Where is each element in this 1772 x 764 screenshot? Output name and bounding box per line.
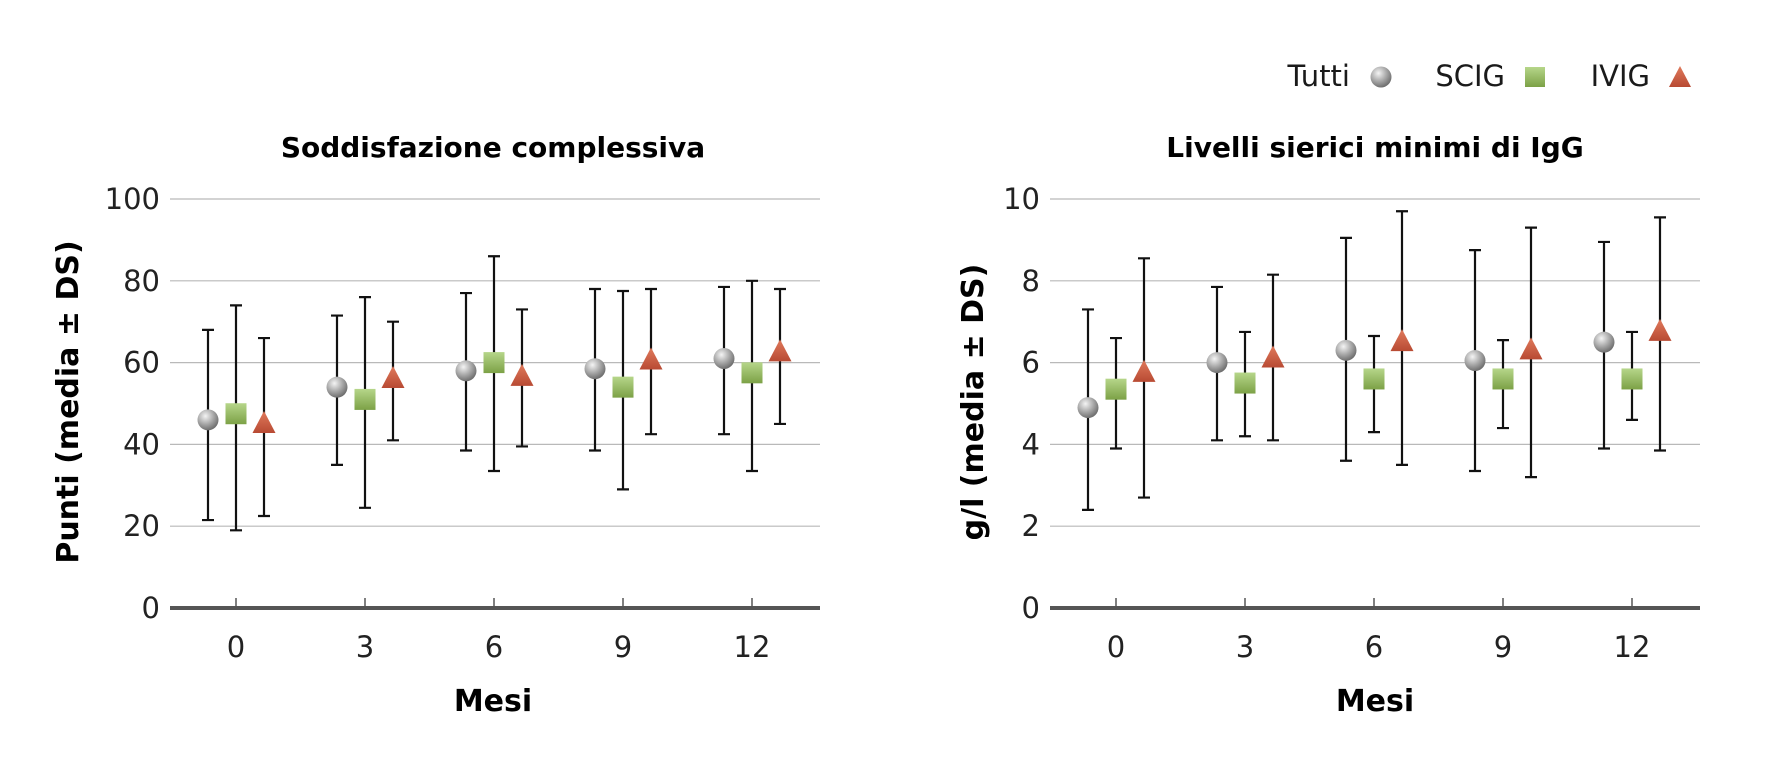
x-tick-label: 0 — [227, 630, 245, 664]
data-point-tutti — [455, 360, 477, 382]
data-point-ivig — [639, 347, 663, 370]
y-tick-label: 0 — [1022, 591, 1040, 625]
data-point-scig — [354, 388, 376, 410]
data-point-ivig — [381, 365, 405, 388]
legend-label-tutti: Tutti — [1287, 59, 1351, 93]
legend-label-ivig: IVIG — [1591, 59, 1650, 93]
y-tick-label: 40 — [123, 427, 160, 461]
chart-igg-levels: Livelli sierici minimi di IgG g/l (media… — [956, 131, 1700, 719]
y-tick-label: 2 — [1022, 509, 1040, 543]
data-point-tutti — [197, 409, 219, 431]
x-tick-label: 9 — [1494, 630, 1512, 664]
data-point-scig — [612, 376, 634, 398]
data-point-scig — [1105, 378, 1127, 400]
data-point-scig — [1234, 372, 1256, 394]
data-point-ivig — [252, 410, 276, 433]
chart-title: Soddisfazione complessiva — [281, 131, 705, 164]
y-tick-labels: 0 2 4 6 8 10 — [1003, 182, 1040, 625]
data-point-tutti — [1335, 339, 1357, 361]
x-tick-label: 6 — [1365, 630, 1383, 664]
chart-satisfaction: Soddisfazione complessiva Punti (media ±… — [51, 131, 820, 719]
y-tick-label: 4 — [1022, 427, 1040, 461]
legend-marker-triangle-icon — [1669, 66, 1691, 87]
x-tick-label: 12 — [734, 630, 771, 664]
data-point-ivig — [1390, 329, 1414, 352]
x-axis-label: Mesi — [1336, 684, 1414, 719]
data-point-ivig — [1648, 318, 1672, 341]
data-point-tutti — [713, 348, 735, 370]
data-point-scig — [483, 352, 505, 374]
x-tick-label: 9 — [614, 630, 632, 664]
y-tick-label: 8 — [1022, 264, 1040, 298]
x-tick-label: 12 — [1614, 630, 1651, 664]
y-tick-label: 100 — [105, 182, 160, 216]
x-tick-label: 3 — [356, 630, 374, 664]
y-tick-label: 60 — [123, 346, 160, 380]
data-point-scig — [1363, 368, 1385, 390]
y-tick-label: 10 — [1003, 182, 1040, 216]
x-tick-label: 3 — [1236, 630, 1254, 664]
data-point-tutti — [584, 358, 606, 380]
legend-label-scig: SCIG — [1435, 59, 1505, 93]
legend-item-ivig: IVIG — [1591, 59, 1691, 93]
chart-title: Livelli sierici minimi di IgG — [1166, 131, 1583, 164]
y-tick-label: 6 — [1022, 346, 1040, 380]
legend-item-tutti: Tutti — [1287, 59, 1392, 93]
y-axis-label: Punti (media ± DS) — [51, 240, 86, 563]
data-point-scig — [225, 403, 247, 425]
x-axis-label: Mesi — [454, 684, 532, 719]
data-point-tutti — [1077, 397, 1099, 419]
data-point-scig — [1492, 368, 1514, 390]
x-tick-label: 6 — [485, 630, 503, 664]
x-tick-labels: 0 3 6 9 12 — [1107, 598, 1651, 664]
y-tick-labels: 0 20 40 60 80 100 — [105, 182, 160, 625]
legend-marker-square-icon — [1525, 67, 1545, 87]
legend: Tutti SCIG IVIG — [1287, 59, 1691, 93]
data-point-tutti — [326, 376, 348, 398]
y-axis-label: g/l (media ± DS) — [956, 264, 991, 541]
data-marks — [1077, 210, 1672, 511]
data-marks — [197, 255, 792, 532]
data-point-scig — [741, 362, 763, 384]
legend-item-scig: SCIG — [1435, 59, 1545, 93]
data-point-ivig — [768, 339, 792, 362]
y-tick-label: 0 — [142, 591, 160, 625]
y-tick-label: 20 — [123, 509, 160, 543]
data-point-tutti — [1206, 352, 1228, 374]
legend-marker-circle-icon — [1370, 66, 1392, 88]
data-point-tutti — [1593, 331, 1615, 353]
y-tick-label: 80 — [123, 264, 160, 298]
x-tick-labels: 0 3 6 9 12 — [227, 598, 771, 664]
data-point-scig — [1621, 368, 1643, 390]
x-tick-label: 0 — [1107, 630, 1125, 664]
data-point-tutti — [1464, 350, 1486, 372]
data-point-ivig — [510, 363, 534, 386]
data-point-ivig — [1132, 359, 1156, 382]
data-point-ivig — [1519, 337, 1543, 360]
data-point-ivig — [1261, 345, 1285, 368]
